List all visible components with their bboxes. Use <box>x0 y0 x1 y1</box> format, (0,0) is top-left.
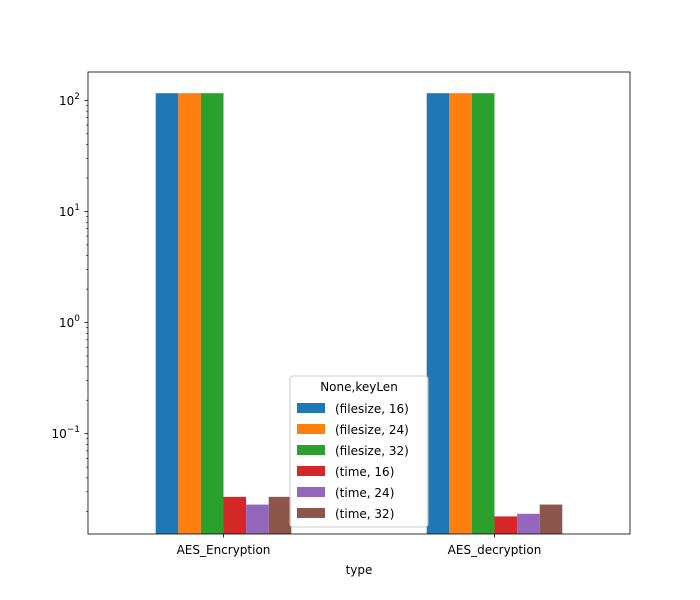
bar-4-aes-decryption <box>494 516 518 534</box>
x-axis: AES_Encryption AES_decryption <box>177 534 542 557</box>
bar-2-aes-encryption <box>178 93 201 534</box>
legend-title: None,keyLen <box>320 380 398 394</box>
x-tick-label: AES_decryption <box>448 543 542 557</box>
bar-3-aes-decryption <box>471 93 495 534</box>
legend-label: (filesize, 32) <box>335 444 409 458</box>
legend-swatch <box>297 508 325 518</box>
bar-4-aes-encryption <box>223 496 247 534</box>
legend-label: (filesize, 16) <box>335 402 409 416</box>
legend-items: (filesize, 16) (filesize, 24) (filesize, 3… <box>297 402 409 521</box>
bar-3-aes-encryption <box>200 93 224 534</box>
bar-5-aes-decryption <box>517 513 540 534</box>
x-axis-label: type <box>346 563 373 577</box>
legend-label: (time, 16) <box>335 465 394 479</box>
bar-2-aes-decryption <box>449 93 472 534</box>
legend-label: (filesize, 24) <box>335 423 409 437</box>
legend-swatch <box>297 487 325 497</box>
bars-group <box>155 93 563 534</box>
legend-swatch <box>297 424 325 434</box>
bar-5-aes-encryption <box>246 504 269 534</box>
legend-label: (time, 24) <box>335 486 394 500</box>
x-tick-label: AES_Encryption <box>177 543 271 557</box>
legend-swatch <box>297 403 325 413</box>
bar-1-aes-decryption <box>426 93 450 534</box>
bar-1-aes-encryption <box>155 93 179 534</box>
legend: None,keyLen (filesize, 16) (filesize, 24)… <box>289 375 429 528</box>
legend-swatch <box>297 445 325 455</box>
bar-6-aes-decryption <box>539 504 563 534</box>
legend-label: (time, 32) <box>335 507 394 521</box>
plot-frame <box>87 71 631 535</box>
legend-swatch <box>297 466 325 476</box>
bar-6-aes-encryption <box>268 496 292 534</box>
